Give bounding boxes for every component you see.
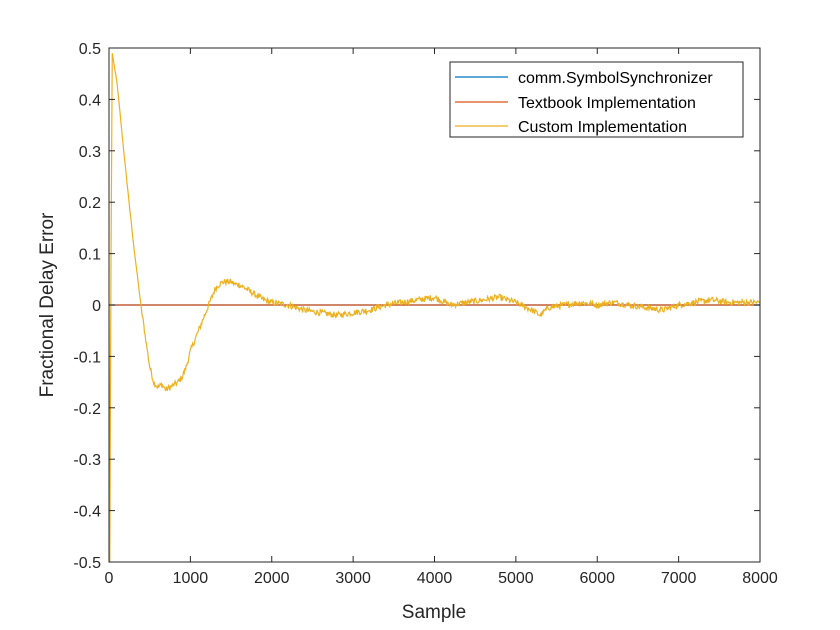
x-tick-label: 6000 — [579, 570, 615, 587]
y-tick-label: 0.2 — [79, 195, 101, 212]
y-tick-label: -0.2 — [73, 401, 101, 418]
y-tick-label: 0.3 — [79, 144, 101, 161]
x-tick-label: 3000 — [335, 570, 371, 587]
legend-label-custom-implementation: Custom Implementation — [518, 119, 687, 136]
x-tick-label: 8000 — [742, 570, 778, 587]
series-layer — [109, 53, 760, 562]
x-tick-label: 5000 — [498, 570, 534, 587]
ticks: 0 1000 2000 3000 4000 5000 6000 7000 8000 -0.5 -0.… — [73, 41, 777, 587]
legend-label-comm-symbolsynchronizer: comm.SymbolSynchronizer — [518, 70, 713, 87]
x-axis-label: Sample — [402, 602, 466, 623]
x-tick-label: 4000 — [417, 570, 453, 587]
y-tick-label: -0.1 — [73, 349, 101, 366]
y-tick-label: 0.1 — [79, 247, 101, 264]
y-tick-label: 0.5 — [79, 41, 101, 58]
x-tick-label: 1000 — [173, 570, 209, 587]
y-tick-label: -0.3 — [73, 452, 101, 469]
x-tick-label: 2000 — [254, 570, 290, 587]
legend: comm.SymbolSynchronizer Textbook Impleme… — [449, 61, 744, 138]
x-tick-label: 7000 — [661, 570, 697, 587]
y-tick-label: -0.5 — [73, 555, 101, 572]
legend-label-textbook-implementation: Textbook Implementation — [518, 95, 696, 112]
y-tick-label: 0 — [92, 298, 101, 315]
series-line-custom-implementation — [109, 53, 760, 562]
y-axis-label: Fractional Delay Error — [37, 212, 58, 397]
legend-box — [449, 61, 744, 138]
y-tick-label: 0.4 — [79, 92, 101, 109]
x-tick-label: 0 — [105, 570, 114, 587]
y-tick-label: -0.4 — [73, 504, 101, 521]
